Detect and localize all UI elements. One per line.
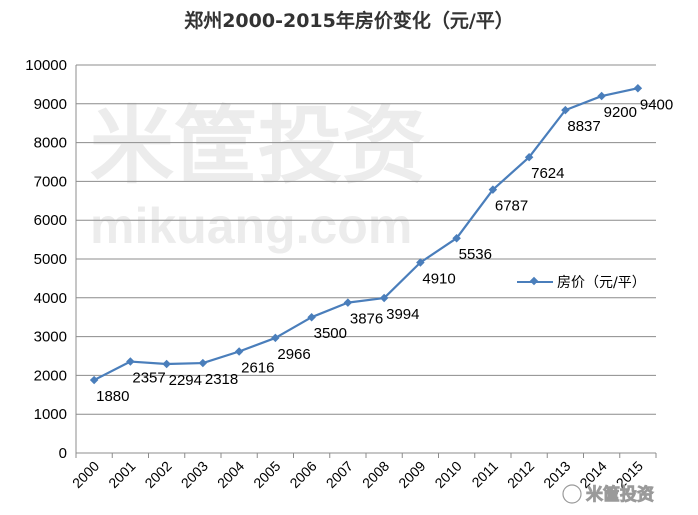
data-label-2013: 8837 bbox=[567, 118, 600, 135]
y-tick-label-2000: 2000 bbox=[34, 367, 67, 384]
x-tick-label-2011: 2011 bbox=[468, 458, 501, 491]
legend-marker bbox=[529, 276, 539, 286]
gridlines bbox=[76, 64, 656, 454]
data-point-2001 bbox=[126, 357, 135, 366]
x-tick-label-2010: 2010 bbox=[431, 458, 464, 491]
x-tick-label-2007: 2007 bbox=[323, 458, 356, 491]
legend: 房价（元/平） bbox=[517, 275, 646, 291]
y-axis: 0 1000 2000 3000 4000 5000 6000 7000 8000 9000 100… bbox=[25, 57, 77, 462]
data-label-2011: 6787 bbox=[495, 198, 528, 215]
y-tick-label-3000: 3000 bbox=[34, 329, 67, 346]
x-tick-label-2006: 2006 bbox=[286, 458, 319, 491]
x-tick-label-2005: 2005 bbox=[250, 458, 283, 491]
data-label-2001: 2357 bbox=[132, 370, 165, 387]
x-tick-label-2004: 2004 bbox=[214, 458, 247, 491]
data-label-2015: 9400 bbox=[640, 96, 673, 113]
watermark-main-text: 米筐投资 bbox=[90, 97, 426, 195]
series-line bbox=[93, 87, 639, 382]
y-tick-label-5000: 5000 bbox=[34, 251, 67, 268]
x-tick-label-2012: 2012 bbox=[504, 458, 537, 491]
corner-logo: 米筐投资 bbox=[562, 484, 654, 505]
data-point-2005 bbox=[271, 333, 280, 343]
x-tick-label-2003: 2003 bbox=[178, 458, 211, 491]
data-point-2000 bbox=[89, 375, 99, 385]
data-label-2010: 5536 bbox=[459, 246, 492, 263]
data-point-2011 bbox=[488, 185, 498, 194]
corner-watermark-text: 米筐投资 bbox=[586, 484, 654, 505]
data-label-2007: 3876 bbox=[350, 311, 383, 328]
data-label-2005: 2966 bbox=[277, 346, 310, 363]
data-point-2008 bbox=[379, 293, 389, 303]
data-point-2009 bbox=[416, 258, 425, 267]
data-point-2007 bbox=[343, 298, 353, 307]
y-tick-label-10000: 10000 bbox=[25, 57, 67, 74]
y-tick-label-4000: 4000 bbox=[34, 290, 67, 307]
x-tick-label-2001: 2001 bbox=[105, 458, 138, 491]
legend-label: 房价（元/平） bbox=[557, 275, 646, 291]
y-tick-label-9000: 9000 bbox=[34, 96, 67, 113]
data-point-2006 bbox=[307, 312, 316, 322]
data-label-2004: 2616 bbox=[241, 359, 274, 376]
data-point-2015 bbox=[633, 84, 643, 93]
y-tick-label-6000: 6000 bbox=[34, 212, 67, 229]
data-label-2012: 7624 bbox=[531, 165, 564, 182]
data-label-2008: 3994 bbox=[386, 306, 419, 323]
data-label-2009: 4910 bbox=[422, 270, 455, 287]
x-tick-label-2002: 2002 bbox=[141, 458, 174, 491]
watermark: 米筐投资 mikuang.com bbox=[90, 97, 426, 254]
y-tick-label-0: 0 bbox=[59, 445, 67, 462]
chart-title: 郑州2000-2015年房价变化（元/平） bbox=[184, 9, 514, 32]
data-label-2014: 9200 bbox=[604, 104, 637, 121]
x-tick-label-2008: 2008 bbox=[359, 458, 392, 491]
data-label-2000: 1880 bbox=[96, 388, 129, 405]
data-point-2004 bbox=[234, 347, 244, 356]
data-point-2014 bbox=[597, 91, 606, 101]
data-point-2010 bbox=[452, 233, 461, 243]
y-tick-label-8000: 8000 bbox=[34, 135, 67, 152]
x-tick-label-2009: 2009 bbox=[395, 458, 428, 491]
y-tick-label-7000: 7000 bbox=[34, 173, 67, 190]
wechat-icon bbox=[562, 484, 582, 504]
data-label-2002: 2294 bbox=[169, 372, 202, 389]
data-point-2002 bbox=[162, 359, 171, 369]
data-point-2003 bbox=[198, 358, 208, 368]
y-tick-label-1000: 1000 bbox=[34, 406, 67, 423]
watermark-domain-text: mikuang.com bbox=[90, 198, 412, 254]
x-tick-label-2000: 2000 bbox=[69, 458, 102, 491]
data-label-2006: 3500 bbox=[314, 325, 347, 342]
data-label-2003: 2318 bbox=[205, 371, 238, 388]
